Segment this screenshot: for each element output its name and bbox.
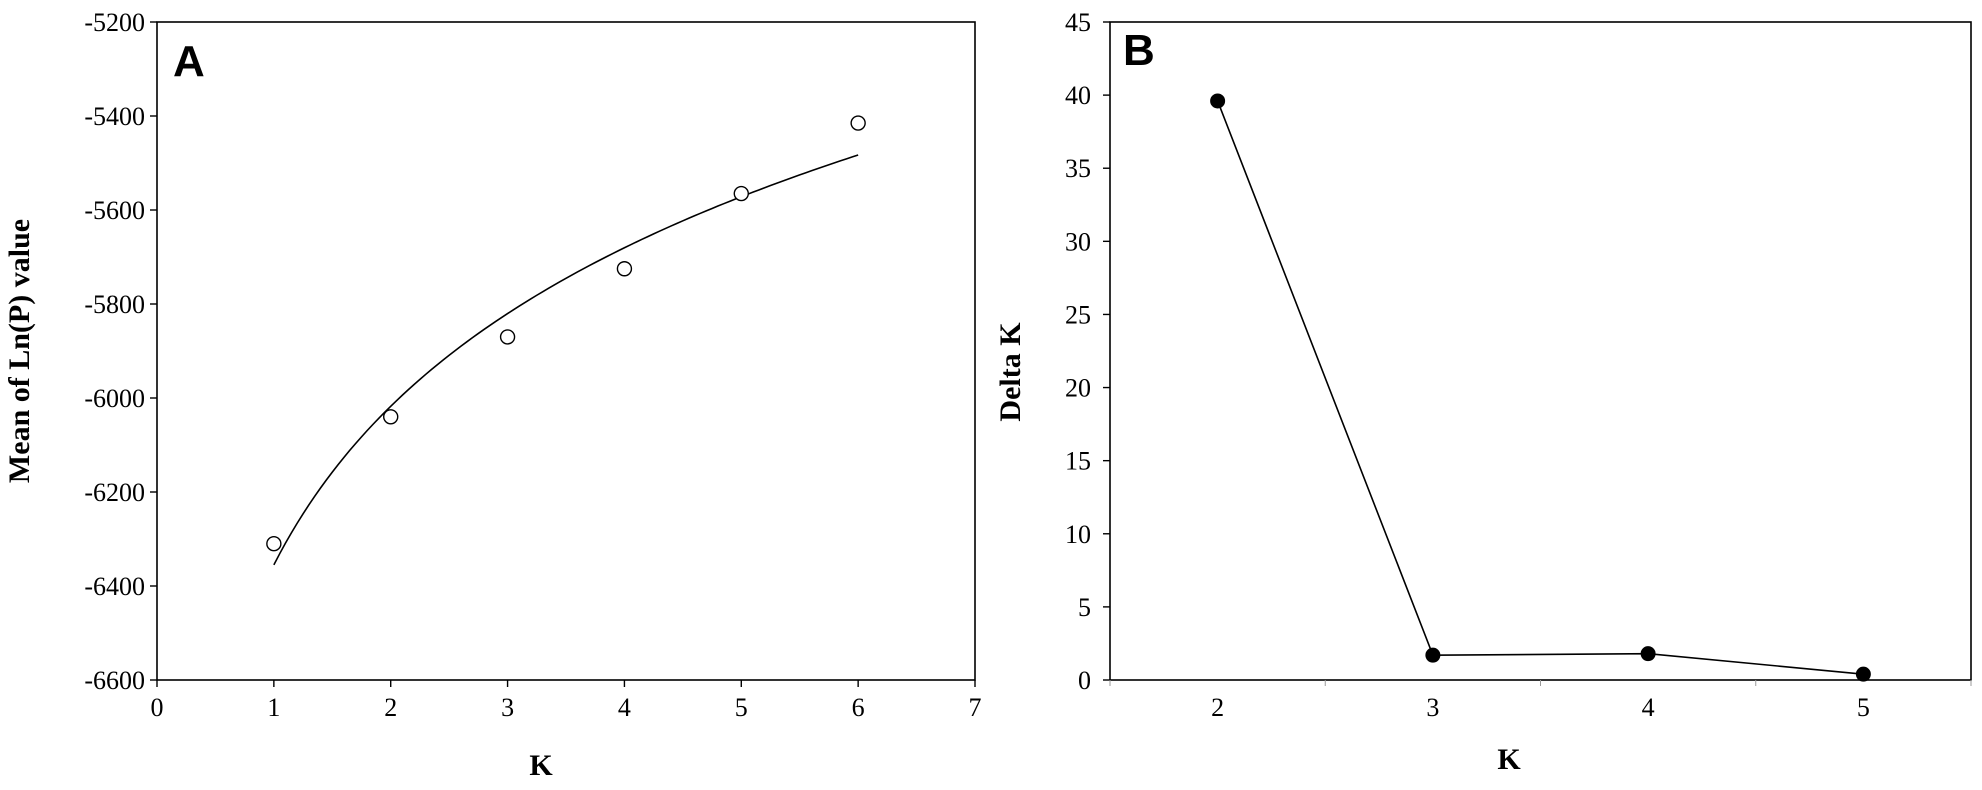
y-ticks-a: -5200 -5400 -5600 -5800 -6000 -6200 -6400 -6600 — [84, 8, 157, 695]
chart-panel-a: A -5200 -5400 -5600 -5800 -6000 -6200 -6400 -66… — [3, 8, 982, 782]
x-ticks-b: 2 3 4 5 — [1109, 680, 1972, 722]
plot-frame-a — [156, 21, 976, 681]
x-tick-label-a: 7 — [969, 693, 982, 722]
x-tick-label-a: 6 — [852, 693, 865, 722]
panel-letter-b: B — [1123, 26, 1155, 75]
y-tick-label-b: 5 — [1078, 593, 1091, 622]
x-tick-label-a: 3 — [501, 693, 514, 722]
data-point-a — [733, 185, 749, 202]
y-tick-label-b: 0 — [1078, 666, 1091, 695]
y-axis-title-a: Mean of Ln(P) value — [3, 219, 36, 483]
data-point-a — [499, 329, 516, 345]
y-tick-label-a: -6600 — [84, 666, 145, 695]
data-point-a — [383, 409, 399, 425]
data-point-a — [616, 261, 633, 277]
panel-letter-a: A — [173, 37, 205, 86]
plot-frame-b — [1109, 21, 1972, 681]
y-tick-label-b: 25 — [1065, 300, 1091, 329]
data-point-b — [1855, 666, 1871, 682]
y-axis-title-b: Delta K — [994, 322, 1027, 422]
x-tick-label-a: 4 — [618, 693, 631, 722]
data-point-b — [1210, 93, 1226, 109]
trendline-a — [273, 154, 859, 566]
y-tick-label-a: -5800 — [84, 290, 145, 319]
y-tick-label-a: -6400 — [84, 572, 145, 601]
x-tick-label-b: 3 — [1426, 693, 1439, 722]
x-tick-label-a: 5 — [735, 693, 748, 722]
x-tick-label-a: 0 — [151, 693, 164, 722]
x-tick-label-b: 2 — [1211, 693, 1224, 722]
data-point-a — [266, 536, 282, 552]
data-point-a — [850, 115, 866, 131]
x-axis-title-b: K — [1497, 743, 1521, 776]
y-tick-label-a: -5600 — [84, 196, 145, 225]
y-tick-label-b: 10 — [1065, 520, 1091, 549]
x-tick-label-b: 5 — [1857, 693, 1870, 722]
y-tick-label-b: 15 — [1065, 447, 1091, 476]
x-tick-label-a: 2 — [384, 693, 397, 722]
y-tick-label-b: 30 — [1065, 227, 1091, 256]
y-tick-label-a: -6200 — [84, 478, 145, 507]
x-ticks-a: 0 1 2 3 4 5 6 7 — [151, 680, 982, 722]
y-tick-label-a: -5400 — [84, 102, 145, 131]
y-tick-label-b: 20 — [1065, 374, 1091, 403]
y-tick-label-a: -6000 — [84, 384, 145, 413]
data-point-b — [1640, 646, 1656, 662]
delta-k-line — [1216, 100, 1864, 675]
y-tick-label-a: -5200 — [84, 8, 145, 37]
data-point-b — [1425, 647, 1441, 663]
x-tick-label-b: 4 — [1642, 693, 1655, 722]
y-tick-label-b: 40 — [1065, 81, 1091, 110]
y-tick-label-b: 35 — [1065, 154, 1091, 183]
x-tick-label-a: 1 — [267, 693, 280, 722]
data-points-b — [1210, 93, 1871, 682]
data-points-a — [266, 115, 866, 552]
y-tick-label-b: 45 — [1065, 8, 1091, 37]
x-axis-title-a: K — [529, 749, 553, 782]
y-ticks-b: 45 40 35 30 25 20 15 10 5 0 — [1065, 8, 1110, 695]
